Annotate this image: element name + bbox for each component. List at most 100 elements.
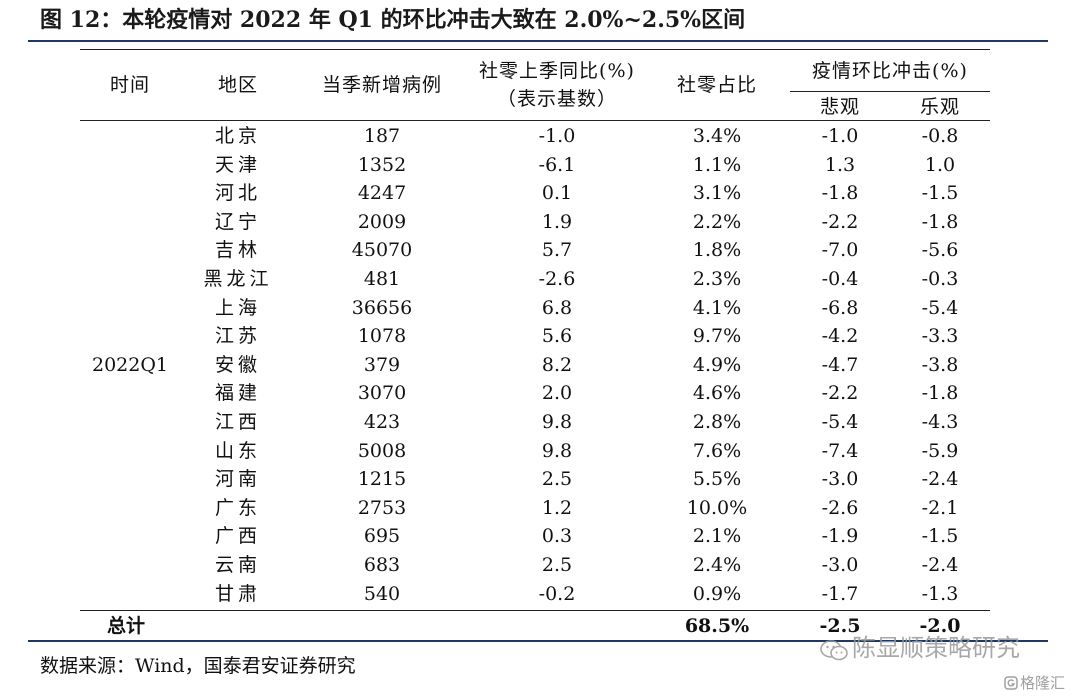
cell-region: 安徽 xyxy=(214,353,261,376)
cell-optimistic: -0.3 xyxy=(921,268,959,290)
cell-retail-share: 3.1% xyxy=(692,182,742,205)
cell-cases: 423 xyxy=(363,411,401,433)
total-pessimistic: -2.5 xyxy=(819,615,861,637)
cell-pessimistic: -2.6 xyxy=(821,496,859,519)
cell-retail-yoy: 1.9 xyxy=(541,210,573,233)
cell-region: 河北 xyxy=(214,182,261,205)
cell-retail-yoy: 1.2 xyxy=(541,496,573,519)
cell-cases: 45070 xyxy=(351,239,413,262)
total-share: 68.5% xyxy=(684,615,750,637)
cell-pessimistic: -3.0 xyxy=(821,554,859,576)
cell-retail-yoy: 6.8 xyxy=(541,296,573,319)
cell-region: 天津 xyxy=(214,153,261,176)
cell-retail-yoy: 9.8 xyxy=(541,411,573,433)
cell-region: 云南 xyxy=(214,554,261,576)
cell-optimistic: -5.6 xyxy=(921,239,959,262)
cell-pessimistic: -7.4 xyxy=(821,439,859,462)
cell-retail-share: 2.3% xyxy=(692,268,742,290)
cell-retail-yoy: 0.3 xyxy=(541,525,573,548)
cell-retail-share: 2.8% xyxy=(692,411,742,433)
cell-cases: 1215 xyxy=(357,468,407,491)
cell-cases: 3070 xyxy=(357,382,407,405)
cell-retail-yoy: 2.0 xyxy=(541,382,573,405)
cell-retail-yoy: 5.6 xyxy=(541,325,573,348)
cell-optimistic: -1.8 xyxy=(921,382,959,405)
header-region: 地区 xyxy=(217,74,258,96)
header-time: 时间 xyxy=(109,74,150,96)
figure-title: 图 12：本轮疫情对 2022 年 Q1 的环比冲击大致在 2.0%~2.5%区… xyxy=(40,7,746,33)
cell-retail-yoy: 2.5 xyxy=(541,468,573,491)
cell-retail-yoy: 9.8 xyxy=(541,439,573,462)
cell-retail-share: 10.0% xyxy=(686,496,748,519)
cell-retail-yoy: 5.7 xyxy=(541,239,573,262)
cell-optimistic: -2.4 xyxy=(921,554,959,576)
cell-region: 北京 xyxy=(214,125,261,147)
cell-pessimistic: -2.2 xyxy=(821,210,859,233)
cell-region: 辽宁 xyxy=(214,210,261,233)
cell-optimistic: -5.4 xyxy=(921,296,959,319)
cell-retail-share: 4.6% xyxy=(692,382,742,405)
cell-retail-yoy: -1.0 xyxy=(538,125,576,147)
cell-pessimistic: -7.0 xyxy=(821,239,859,262)
cell-region: 黑龙江 xyxy=(203,268,273,290)
cell-region: 江苏 xyxy=(214,325,261,348)
cell-pessimistic: -2.2 xyxy=(821,382,859,405)
cell-pessimistic: -1.8 xyxy=(821,182,859,205)
cell-retail-yoy: -2.6 xyxy=(538,268,576,290)
cell-cases: 1352 xyxy=(357,153,407,176)
cell-pessimistic: -1.9 xyxy=(821,525,859,548)
cell-cases: 1078 xyxy=(357,325,407,348)
cell-optimistic: -3.8 xyxy=(921,353,959,376)
cell-pessimistic: -0.4 xyxy=(821,268,859,290)
cell-region: 广东 xyxy=(214,496,261,519)
header-top-rule xyxy=(80,49,990,50)
total-label: 总计 xyxy=(106,615,145,637)
cell-optimistic: -2.4 xyxy=(921,468,959,491)
header-retail-share: 社零占比 xyxy=(676,74,757,96)
cell-cases: 2753 xyxy=(357,496,407,519)
cell-retail-yoy: 0.1 xyxy=(541,182,573,205)
cell-cases: 36656 xyxy=(351,296,413,319)
cell-region: 福建 xyxy=(214,382,261,405)
cell-pessimistic: -3.0 xyxy=(821,468,859,491)
cell-retail-yoy: -6.1 xyxy=(538,153,576,176)
title-rule xyxy=(28,40,1048,42)
cell-pessimistic: -6.8 xyxy=(821,296,859,319)
cell-retail-share: 9.7% xyxy=(692,325,742,348)
header-bottom-rule xyxy=(80,120,990,121)
cell-optimistic: -1.5 xyxy=(921,182,959,205)
cell-region: 上海 xyxy=(214,296,261,319)
cell-retail-yoy: 8.2 xyxy=(541,353,573,376)
cell-pessimistic: -5.4 xyxy=(821,411,859,433)
site-watermark-text: 格隆汇 xyxy=(1020,674,1066,692)
cell-optimistic: -4.3 xyxy=(921,411,959,433)
header-impact: 疫情环比冲击(%) xyxy=(812,60,968,82)
header-pessimistic: 悲观 xyxy=(819,96,860,118)
cell-cases: 2009 xyxy=(357,210,407,233)
cell-retail-share: 0.9% xyxy=(692,582,742,605)
cell-optimistic: -0.8 xyxy=(921,125,959,147)
header-cases: 当季新增病例 xyxy=(321,74,442,96)
header-retail-yoy: 社零上季同比(%) xyxy=(479,60,635,82)
cell-retail-share: 1.8% xyxy=(692,239,742,262)
header-retail-yoy-note: （表示基数） xyxy=(496,88,617,110)
cell-retail-share: 4.1% xyxy=(692,296,742,319)
cell-retail-share: 5.5% xyxy=(692,468,742,491)
cell-pessimistic: -1.7 xyxy=(821,582,859,605)
cell-retail-share: 7.6% xyxy=(692,439,742,462)
cell-pessimistic: -4.2 xyxy=(821,325,859,348)
cell-cases: 683 xyxy=(363,554,401,576)
cell-optimistic: -1.5 xyxy=(921,525,959,548)
cell-region: 吉林 xyxy=(214,239,261,262)
cell-cases: 481 xyxy=(363,268,401,290)
cell-optimistic: -1.3 xyxy=(921,582,959,605)
cell-cases: 379 xyxy=(363,353,401,376)
cell-optimistic: -5.9 xyxy=(921,439,959,462)
total-optimistic: -2.0 xyxy=(919,615,961,637)
wechat-icon xyxy=(820,638,848,661)
cell-retail-share: 2.1% xyxy=(692,525,742,548)
cell-cases: 540 xyxy=(363,582,401,605)
table-bottom-rule xyxy=(28,640,1048,642)
cell-region: 甘肃 xyxy=(214,582,261,605)
cell-pessimistic: 1.3 xyxy=(824,153,856,176)
